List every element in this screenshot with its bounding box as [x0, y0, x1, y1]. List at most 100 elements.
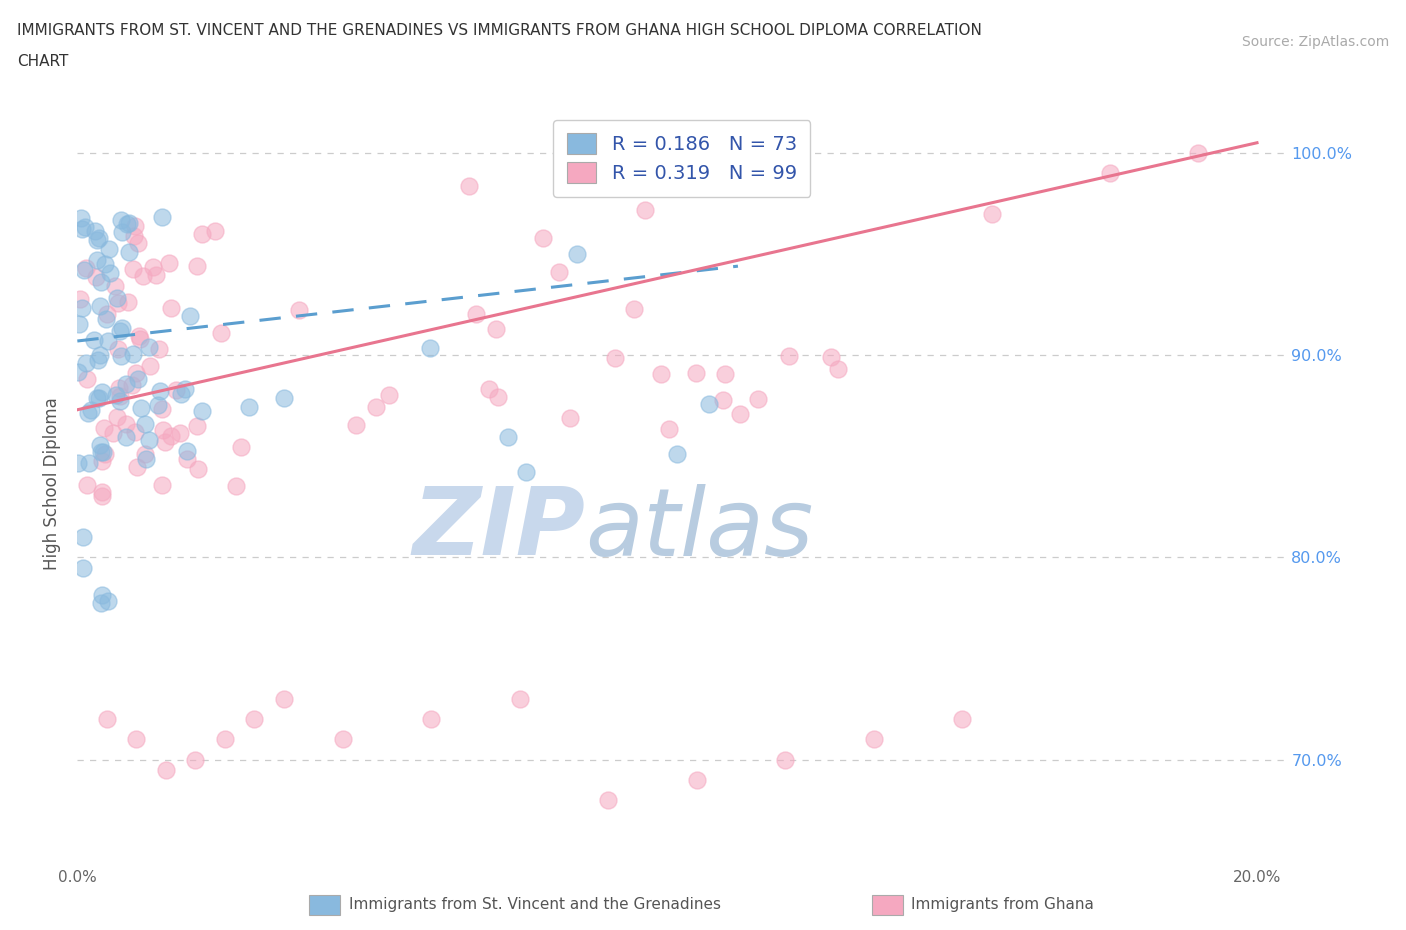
Point — [420, 711, 443, 726]
Point — [124, 424, 146, 439]
Point — [344, 418, 367, 432]
Point — [658, 422, 681, 437]
Point — [127, 372, 149, 387]
Point — [457, 179, 479, 193]
Point — [229, 440, 252, 455]
Point — [699, 397, 721, 412]
Point — [69, 316, 91, 331]
Point — [531, 231, 554, 246]
Point — [560, 410, 582, 425]
Point — [623, 301, 645, 316]
Point — [176, 444, 198, 458]
Point — [129, 401, 152, 416]
Point — [191, 404, 214, 418]
Point — [827, 362, 849, 377]
Point — [125, 732, 148, 747]
Text: atlas: atlas — [585, 484, 814, 575]
Point — [66, 456, 89, 471]
Point — [90, 596, 112, 611]
Point — [148, 342, 170, 357]
Point — [186, 418, 208, 433]
Point — [107, 296, 129, 311]
Point — [103, 426, 125, 441]
Point — [184, 752, 207, 767]
Y-axis label: High School Diploma: High School Diploma — [44, 397, 62, 570]
Point — [273, 391, 295, 405]
Point — [105, 387, 128, 402]
Point — [91, 445, 114, 459]
Point — [69, 291, 91, 306]
Point — [90, 453, 112, 468]
Point — [84, 270, 107, 285]
Point — [110, 212, 132, 227]
Point — [128, 332, 150, 347]
Point — [97, 242, 120, 257]
Point — [273, 692, 295, 707]
Point — [80, 403, 103, 418]
Point — [160, 300, 183, 315]
Point — [138, 432, 160, 447]
Point — [76, 371, 98, 386]
Point — [135, 452, 157, 467]
Point — [150, 478, 173, 493]
Point — [214, 732, 236, 747]
Point — [107, 342, 129, 357]
Point — [97, 334, 120, 349]
Point — [186, 259, 208, 274]
Point — [176, 452, 198, 467]
Point — [190, 226, 212, 241]
Point — [145, 268, 167, 283]
Point — [243, 711, 266, 726]
Point — [79, 455, 101, 470]
Point — [138, 340, 160, 355]
Point — [93, 256, 115, 271]
Point — [122, 347, 145, 362]
Point — [108, 324, 131, 339]
Point — [76, 477, 98, 492]
Point — [105, 409, 128, 424]
Point — [122, 228, 145, 243]
Point — [1098, 166, 1121, 180]
Point — [69, 211, 91, 226]
Point — [820, 350, 842, 365]
Point — [515, 464, 537, 479]
Point — [634, 203, 657, 218]
Point — [111, 321, 134, 336]
Point — [84, 224, 107, 239]
Point — [118, 216, 141, 231]
Point — [87, 231, 110, 246]
Point — [714, 367, 737, 382]
Point — [75, 219, 97, 234]
Text: Immigrants from St. Vincent and the Grenadines: Immigrants from St. Vincent and the Gren… — [349, 897, 721, 912]
Point — [104, 279, 127, 294]
Point — [108, 388, 131, 403]
Point — [110, 349, 132, 364]
Point — [153, 435, 176, 450]
Point — [496, 430, 519, 445]
Point — [165, 382, 187, 397]
Point — [650, 366, 672, 381]
Point — [128, 329, 150, 344]
Text: IMMIGRANTS FROM ST. VINCENT AND THE GRENADINES VS IMMIGRANTS FROM GHANA HIGH SCH: IMMIGRANTS FROM ST. VINCENT AND THE GREN… — [17, 23, 981, 38]
Point — [364, 400, 387, 415]
Point — [150, 209, 173, 224]
Point — [238, 400, 260, 415]
Text: ZIP: ZIP — [412, 484, 585, 576]
Point — [86, 391, 108, 405]
FancyBboxPatch shape — [309, 895, 340, 915]
Point — [209, 326, 232, 340]
Legend: R = 0.186   N = 73, R = 0.319   N = 99: R = 0.186 N = 73, R = 0.319 N = 99 — [554, 120, 810, 197]
Point — [108, 393, 131, 408]
Point — [72, 529, 94, 544]
Point — [72, 561, 94, 576]
Point — [89, 438, 111, 453]
Point — [134, 417, 156, 432]
Point — [94, 446, 117, 461]
Point — [96, 307, 118, 322]
Point — [90, 489, 112, 504]
Point — [97, 593, 120, 608]
Text: Source: ZipAtlas.com: Source: ZipAtlas.com — [1241, 35, 1389, 49]
Point — [332, 732, 354, 747]
Point — [114, 417, 136, 432]
Point — [90, 274, 112, 289]
